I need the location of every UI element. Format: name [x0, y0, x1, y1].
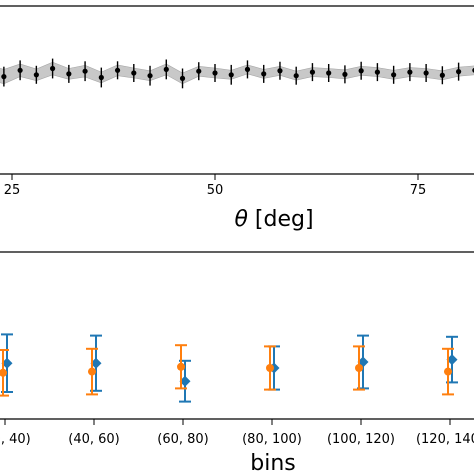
data-point	[114, 67, 121, 73]
uncertainty-band	[0, 61, 474, 85]
bin-circle-marker	[444, 367, 452, 376]
data-point	[439, 72, 445, 78]
data-point	[374, 69, 380, 75]
bin-circle-marker	[177, 362, 185, 371]
x-axis-label: θ [deg]	[234, 207, 313, 232]
category-tick-label: (20, 40)	[0, 432, 31, 447]
top-panel: 255075100125 θ [deg]	[0, 5, 474, 232]
data-points	[1, 58, 474, 89]
bottom-panel: (20, 40) (40, 60) (60, 80) (80, 100) (100, 1…	[0, 251, 474, 474]
x-tick-label: 75	[410, 183, 427, 198]
data-point	[131, 70, 137, 76]
data-point	[342, 71, 348, 77]
data-point	[277, 68, 283, 74]
data-point	[309, 69, 316, 75]
bin-circle-marker	[88, 367, 96, 376]
data-point	[358, 68, 364, 74]
bin-diamond-marker	[90, 357, 102, 369]
bin-diamond-marker	[446, 354, 458, 366]
data-point	[179, 75, 186, 81]
data-point	[98, 74, 104, 81]
x-axis-label-unit: [deg]	[248, 207, 314, 232]
data-point	[196, 68, 202, 74]
bin-circle-marker	[266, 364, 274, 372]
category-tick-label: (80, 100)	[242, 432, 302, 447]
uncertainty-band-area	[0, 61, 474, 85]
category-ticks: (20, 40) (40, 60) (60, 80) (80, 100) (100, 1…	[0, 419, 474, 447]
bin-circle-marker	[355, 364, 363, 372]
data-point	[456, 69, 462, 75]
category-tick-label: (120, 140)	[416, 432, 474, 447]
bin-circle-marker	[0, 368, 7, 377]
bin-diamond-marker	[1, 357, 13, 369]
data-point	[33, 72, 39, 78]
data-point	[293, 73, 299, 79]
bins-axis-label: bins	[250, 451, 295, 474]
data-point	[163, 66, 169, 72]
category-tick-label: (100, 120)	[327, 432, 395, 447]
x-tick-label: 50	[207, 183, 224, 198]
data-point	[1, 74, 7, 80]
data-point	[391, 72, 397, 78]
x-axis-ticks: 255075100125	[4, 174, 427, 198]
data-point	[82, 68, 88, 74]
data-point	[147, 73, 153, 79]
data-point	[66, 71, 72, 77]
data-point	[212, 70, 218, 76]
data-point	[261, 71, 267, 77]
data-point	[423, 70, 429, 76]
category-tick-label: (60, 80)	[157, 432, 209, 447]
data-point	[244, 66, 251, 72]
x-tick-label: 25	[4, 183, 21, 198]
data-point	[407, 69, 413, 75]
category-tick-label: (40, 60)	[68, 432, 120, 447]
bin-diamond-marker	[179, 375, 191, 387]
data-point	[228, 72, 234, 78]
bin-points	[0, 333, 458, 403]
data-point	[326, 70, 332, 76]
data-point	[50, 65, 56, 72]
x-axis-label-symbol: θ	[234, 207, 248, 232]
data-point	[17, 67, 23, 73]
